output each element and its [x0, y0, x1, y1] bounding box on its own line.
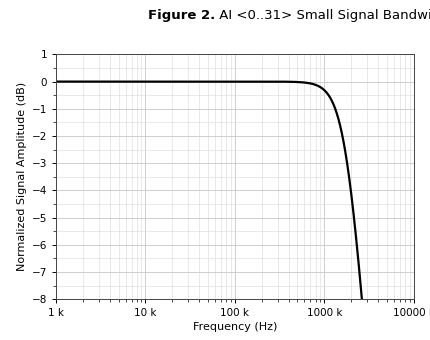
Text: Figure 2.: Figure 2. [148, 8, 215, 21]
Text: AI <0..31> Small Signal Bandwidth: AI <0..31> Small Signal Bandwidth [215, 8, 430, 21]
Y-axis label: Normalized Signal Amplitude (dB): Normalized Signal Amplitude (dB) [18, 82, 28, 271]
X-axis label: Frequency (Hz): Frequency (Hz) [192, 322, 276, 333]
